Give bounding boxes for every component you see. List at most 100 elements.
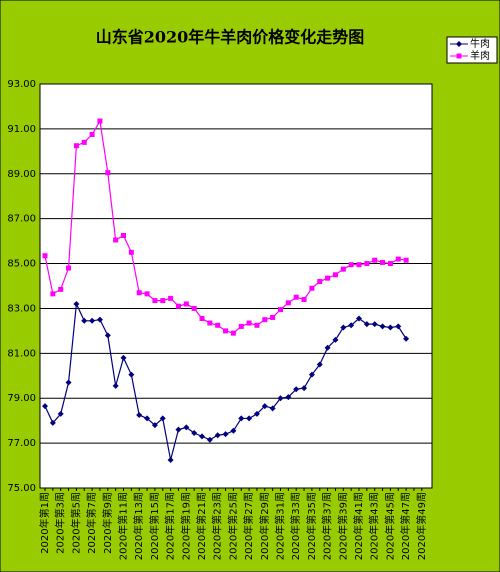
- point: [278, 307, 283, 313]
- point: [128, 249, 134, 255]
- y-tick-label: 87.00: [7, 214, 36, 225]
- point: [81, 317, 88, 324]
- x-tick-label: 2020年第41周: [352, 492, 365, 560]
- point: [293, 386, 300, 393]
- point: [49, 419, 56, 426]
- point: [159, 415, 166, 422]
- x-tick-label: 2020年第5周: [69, 492, 82, 554]
- point: [285, 300, 291, 306]
- point: [253, 410, 260, 417]
- point: [308, 371, 315, 378]
- point: [214, 432, 221, 439]
- x-tick-label: 2020年第11周: [117, 492, 130, 560]
- point: [168, 295, 174, 301]
- point: [254, 322, 260, 328]
- point: [222, 431, 229, 438]
- point: [73, 300, 80, 307]
- legend-box: [446, 36, 498, 64]
- y-tick-label: 85.00: [7, 259, 36, 270]
- point: [199, 316, 205, 322]
- x-tick-label: 2020年第35周: [305, 492, 318, 560]
- x-tick-label: 2020年第27周: [242, 492, 255, 560]
- y-tick-label: 79.00: [7, 393, 36, 404]
- x-tick-label: 2020年第39周: [336, 492, 349, 560]
- legend: 牛肉 羊肉: [446, 36, 498, 64]
- point: [372, 257, 378, 263]
- point: [89, 132, 95, 137]
- point: [301, 296, 307, 302]
- point: [175, 426, 182, 433]
- x-tick-label: 2020年第43周: [368, 492, 381, 560]
- point: [364, 261, 370, 267]
- point: [191, 305, 197, 311]
- point: [65, 379, 72, 386]
- point: [89, 317, 96, 324]
- point: [215, 322, 221, 328]
- point: [175, 303, 181, 309]
- point: [121, 233, 126, 238]
- x-tick-label: 2020年第25周: [226, 492, 239, 560]
- point: [285, 394, 292, 401]
- point: [207, 320, 213, 326]
- point: [340, 324, 347, 331]
- point: [112, 382, 119, 389]
- point: [58, 286, 64, 292]
- point: [317, 279, 323, 285]
- point: [105, 170, 111, 176]
- point: [97, 118, 103, 124]
- x-tick-label: 2020年第9周: [101, 492, 114, 554]
- point: [151, 422, 158, 429]
- point: [309, 285, 315, 291]
- point: [380, 259, 386, 265]
- point: [50, 291, 56, 297]
- point: [73, 143, 79, 149]
- point: [269, 405, 276, 412]
- x-tick-label: 2020年第45周: [383, 492, 396, 560]
- point: [246, 320, 252, 326]
- x-tick-label: 2020年第1周: [38, 492, 51, 554]
- point: [348, 322, 355, 329]
- point: [206, 436, 213, 443]
- point: [81, 139, 87, 145]
- point: [144, 415, 151, 422]
- point: [403, 257, 409, 263]
- point: [348, 262, 354, 268]
- point: [66, 265, 72, 271]
- point: [340, 266, 346, 272]
- x-tick-label: 2020年第31周: [274, 492, 287, 560]
- chart-title: 山东省2020年牛羊肉价格变化走势图: [96, 28, 365, 47]
- x-tick-label: 2020年第49周: [415, 492, 428, 560]
- point: [120, 354, 127, 361]
- legend-marker: [456, 41, 462, 47]
- point: [96, 316, 103, 323]
- point: [238, 323, 244, 329]
- point: [144, 291, 150, 297]
- x-tick-label: 2020年第37周: [321, 492, 334, 560]
- point: [262, 317, 268, 323]
- x-tick-label: 2020年第33周: [289, 492, 302, 560]
- point: [293, 294, 299, 300]
- y-tick-label: 89.00: [7, 169, 36, 180]
- point: [191, 430, 198, 437]
- x-tick-label: 2020年第47周: [399, 492, 412, 560]
- plot-area: [39, 83, 433, 489]
- point: [356, 262, 362, 268]
- y-tick-label: 93.00: [7, 79, 36, 90]
- x-tick-label: 2020年第23周: [211, 492, 224, 560]
- point: [363, 321, 370, 328]
- point: [42, 253, 48, 259]
- point: [167, 456, 174, 463]
- point: [395, 323, 402, 330]
- point: [246, 415, 253, 422]
- x-tick-label: 2020年第21周: [195, 492, 208, 560]
- point: [379, 323, 386, 330]
- x-tick-label: 2020年第29周: [258, 492, 271, 560]
- point: [324, 344, 331, 351]
- legend-marker: [456, 53, 462, 59]
- point: [277, 395, 284, 402]
- y-tick-label: 77.00: [7, 438, 36, 449]
- point: [128, 371, 135, 378]
- y-tick-label: 83.00: [7, 303, 36, 314]
- x-tick-label: 2020年第17周: [164, 492, 177, 560]
- x-tick-label: 2020年第3周: [54, 492, 67, 554]
